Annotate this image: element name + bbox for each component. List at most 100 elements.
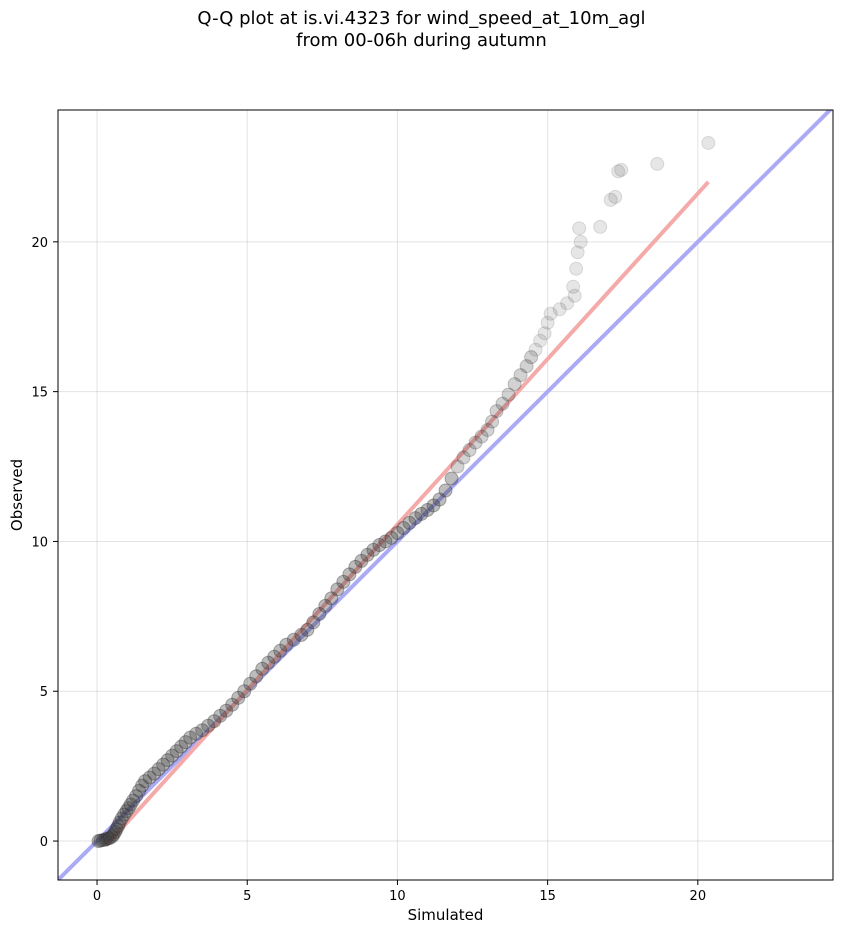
quantile-point bbox=[489, 404, 504, 419]
quantile-point bbox=[178, 735, 193, 750]
quantile-point bbox=[96, 833, 111, 848]
plot-area bbox=[58, 110, 833, 880]
quantile-point bbox=[567, 288, 582, 303]
quantile-point bbox=[123, 797, 138, 812]
y-axis-label: Observed bbox=[8, 459, 26, 531]
quantile-point bbox=[207, 714, 222, 729]
quantile-point bbox=[138, 774, 153, 789]
quantile-point bbox=[650, 156, 665, 171]
quantile-point bbox=[533, 333, 548, 348]
quantile-point bbox=[456, 450, 471, 465]
quantile-point bbox=[135, 778, 150, 793]
y-tick-label: 15 bbox=[31, 386, 48, 401]
quantile-point bbox=[129, 789, 144, 804]
quantile-point bbox=[366, 542, 381, 557]
quantile-point bbox=[354, 553, 369, 568]
y-tick-label: 20 bbox=[31, 236, 48, 251]
quantile-point bbox=[249, 669, 264, 684]
quantile-point bbox=[91, 834, 106, 849]
quantile-point bbox=[593, 219, 608, 234]
quantile-point bbox=[300, 622, 315, 637]
quantile-point bbox=[169, 744, 184, 759]
quantile-point bbox=[121, 801, 136, 816]
quantile-point bbox=[189, 726, 204, 741]
quantile-point bbox=[255, 661, 270, 676]
quantile-point bbox=[348, 559, 363, 574]
quantile-point bbox=[396, 520, 411, 535]
quantile-point bbox=[156, 757, 171, 772]
quantile-point bbox=[474, 429, 489, 444]
quantile-point bbox=[318, 598, 333, 613]
quantile-point bbox=[273, 643, 288, 658]
quantile-point bbox=[528, 342, 543, 357]
quantile-point bbox=[279, 637, 294, 652]
quantile-point bbox=[160, 753, 175, 768]
quantile-point bbox=[560, 296, 575, 311]
quantile-point bbox=[543, 306, 558, 321]
quantile-point bbox=[111, 819, 126, 834]
quantile-point bbox=[106, 827, 121, 842]
quantile-point bbox=[552, 302, 567, 317]
quantile-point bbox=[225, 697, 240, 712]
quantile-point bbox=[147, 766, 162, 781]
reference-line-1to1 bbox=[58, 110, 833, 880]
quantile-point bbox=[524, 350, 539, 365]
grid bbox=[58, 110, 833, 880]
quantile-point bbox=[286, 632, 301, 647]
quantile-point bbox=[102, 831, 117, 846]
x-tick-label: 15 bbox=[539, 889, 556, 904]
quantile-point bbox=[336, 574, 351, 589]
x-tick-label: 0 bbox=[93, 889, 101, 904]
quantile-point bbox=[372, 538, 387, 553]
quantile-point bbox=[342, 567, 357, 582]
quantile-points bbox=[91, 135, 716, 849]
quantile-point bbox=[126, 793, 141, 808]
quantile-point bbox=[611, 164, 626, 179]
quantile-point bbox=[108, 825, 123, 840]
quantile-point bbox=[100, 831, 115, 846]
quantile-point bbox=[142, 770, 157, 785]
y-tick-label: 5 bbox=[40, 685, 48, 700]
quantile-point bbox=[462, 443, 477, 458]
quantile-point bbox=[537, 326, 552, 341]
quantile-point bbox=[480, 422, 495, 437]
quantile-point bbox=[444, 471, 459, 486]
quantile-point bbox=[294, 627, 309, 642]
quantile-point bbox=[201, 718, 216, 733]
quantile-point bbox=[360, 547, 375, 562]
quantile-point bbox=[112, 815, 127, 830]
quantile-point bbox=[426, 498, 441, 513]
x-tick-label: 20 bbox=[690, 889, 707, 904]
x-axis-label: Simulated bbox=[408, 906, 484, 924]
quantile-point bbox=[183, 730, 198, 745]
quantile-point bbox=[306, 615, 321, 630]
quantile-point bbox=[614, 162, 629, 177]
quantile-point bbox=[174, 739, 189, 754]
quantile-point bbox=[513, 368, 528, 383]
quantile-point bbox=[495, 396, 510, 411]
x-tick-label: 5 bbox=[243, 889, 251, 904]
quantile-point bbox=[570, 245, 585, 260]
quantile-point bbox=[432, 492, 447, 507]
quantile-point bbox=[312, 606, 327, 621]
quantile-point bbox=[402, 515, 417, 530]
y-tick-label: 0 bbox=[40, 835, 48, 850]
quantile-point bbox=[572, 221, 587, 236]
quantile-point bbox=[485, 414, 500, 429]
quantile-point bbox=[420, 502, 435, 517]
quantile-point bbox=[438, 483, 453, 498]
quantile-point bbox=[468, 435, 483, 450]
quantile-point bbox=[603, 192, 618, 207]
quantile-point bbox=[109, 822, 124, 837]
quantile-point bbox=[151, 762, 166, 777]
quantile-point bbox=[414, 506, 429, 521]
y-tick-label: 10 bbox=[31, 535, 48, 550]
quantile-point bbox=[119, 804, 134, 819]
quantile-point bbox=[384, 530, 399, 545]
quantile-point bbox=[324, 591, 339, 606]
quantile-point bbox=[114, 811, 129, 826]
quantile-point bbox=[569, 261, 584, 276]
quantile-point bbox=[540, 315, 555, 330]
